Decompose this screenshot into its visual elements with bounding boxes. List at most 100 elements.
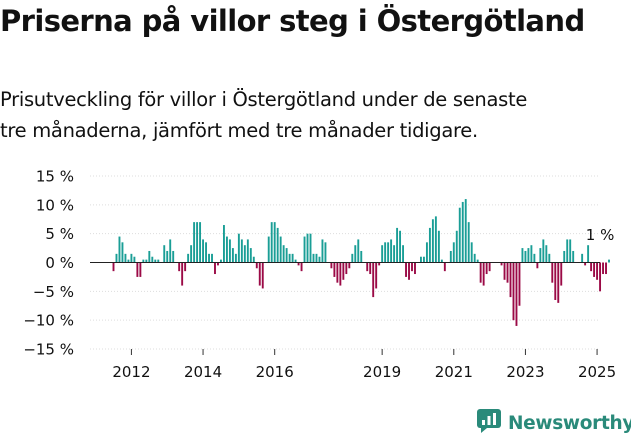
bar-positive (321, 239, 324, 263)
bar-positive (440, 259, 443, 263)
bar-positive (279, 236, 282, 263)
bar-positive (148, 250, 151, 263)
bar-negative (584, 262, 587, 266)
bar-negative (330, 262, 333, 269)
bar-positive (211, 253, 213, 263)
bar-negative (139, 262, 142, 277)
bar-positive (393, 245, 396, 263)
bar-negative (369, 262, 372, 275)
bar-positive (252, 256, 255, 263)
bar-positive (288, 253, 291, 263)
bar-positive (381, 245, 384, 263)
bar-positive (205, 242, 207, 263)
bar-negative (366, 262, 369, 272)
bar-negative (485, 262, 488, 275)
y-tick-label: 10 % (36, 196, 74, 214)
bar-negative (181, 262, 184, 286)
bar-positive (533, 253, 536, 263)
bar-negative (503, 262, 506, 280)
y-axis-tick-labels: 15 % 10 % 5 % 0 % −5 % −10 % −15 % (23, 168, 74, 359)
bar-positive (133, 256, 136, 263)
bar-positive (315, 253, 318, 263)
x-tick-label: 2014 (184, 363, 222, 381)
bar-positive (166, 250, 169, 263)
bar-positive (154, 259, 157, 263)
bar-negative (178, 262, 181, 272)
bar-positive (464, 199, 467, 263)
bar-negative (482, 262, 485, 286)
bar-negative (593, 262, 596, 277)
bar-negative (506, 262, 509, 283)
bar-positive (608, 259, 610, 263)
bar-negative (333, 262, 336, 277)
bar-positive (449, 250, 452, 263)
bar-positive (199, 222, 202, 263)
bar-positive (276, 227, 279, 263)
bar-negative (217, 262, 219, 266)
chart-subtitle: Prisutveckling för villor i Östergötland… (0, 84, 631, 146)
bar-positive (291, 253, 294, 263)
bar-negative (479, 262, 482, 283)
y-tick-label: −10 % (23, 312, 74, 330)
bar-negative (599, 262, 602, 292)
bar-positive (157, 259, 160, 263)
bar-positive (145, 259, 148, 263)
bar-negative (339, 262, 342, 286)
x-tick-label: 2019 (363, 363, 401, 381)
bar-positive (118, 236, 121, 263)
bar-positive (190, 245, 193, 263)
bar-positive (542, 239, 545, 263)
bar-positive (572, 250, 575, 263)
bar-negative (372, 262, 375, 298)
bar-negative (554, 262, 557, 300)
chart-subtitle-line-2: tre månaderna, jämfört med tre månader t… (0, 119, 478, 142)
bar-negative (605, 262, 607, 275)
bar-positive (309, 233, 312, 263)
bar-positive (539, 248, 542, 263)
bar-positive (196, 222, 199, 263)
bar-positive (115, 253, 118, 263)
bar-positive (303, 236, 306, 263)
bar-negative (590, 262, 593, 272)
bar-negative (443, 262, 446, 272)
bar-positive (476, 259, 479, 263)
bar-positive (384, 242, 387, 263)
bar-positive (521, 248, 524, 263)
bar-negative (602, 262, 604, 275)
bar-negative (348, 262, 351, 269)
bar-positive (121, 242, 124, 263)
y-tick-label: −15 % (23, 341, 74, 359)
latest-value-annotation: 1 % (586, 226, 615, 244)
bar-negative (300, 262, 303, 272)
bar-positive (473, 253, 476, 263)
bar-negative (378, 262, 381, 266)
bar-positive (151, 256, 154, 263)
bar-positive (351, 253, 354, 263)
bar-positive (220, 259, 222, 263)
bar-positive (470, 242, 473, 263)
bar-positive (420, 256, 422, 263)
bar-negative (336, 262, 339, 283)
bar-negative (518, 262, 521, 306)
bar-negative (557, 262, 560, 303)
x-tick-label: 2016 (256, 363, 294, 381)
x-tick-label: 2025 (578, 363, 616, 381)
x-tick-label: 2012 (112, 363, 150, 381)
bar-positive (431, 219, 434, 263)
bar-negative (112, 262, 115, 272)
bar-positive (548, 253, 551, 263)
bar-negative (488, 262, 491, 272)
bar-negative (375, 262, 378, 289)
bar-positive (425, 242, 428, 263)
bar-positive (390, 239, 393, 263)
bar-positive (294, 259, 297, 263)
bar-negative (512, 262, 515, 321)
bar-negative (405, 262, 407, 277)
bar-positive (545, 245, 548, 263)
bar-positive (318, 256, 321, 263)
bar-positive (581, 253, 584, 263)
bar-positive (285, 248, 288, 263)
bar-positive (458, 207, 461, 263)
bar-series (112, 199, 610, 326)
bar-positive (249, 248, 252, 263)
